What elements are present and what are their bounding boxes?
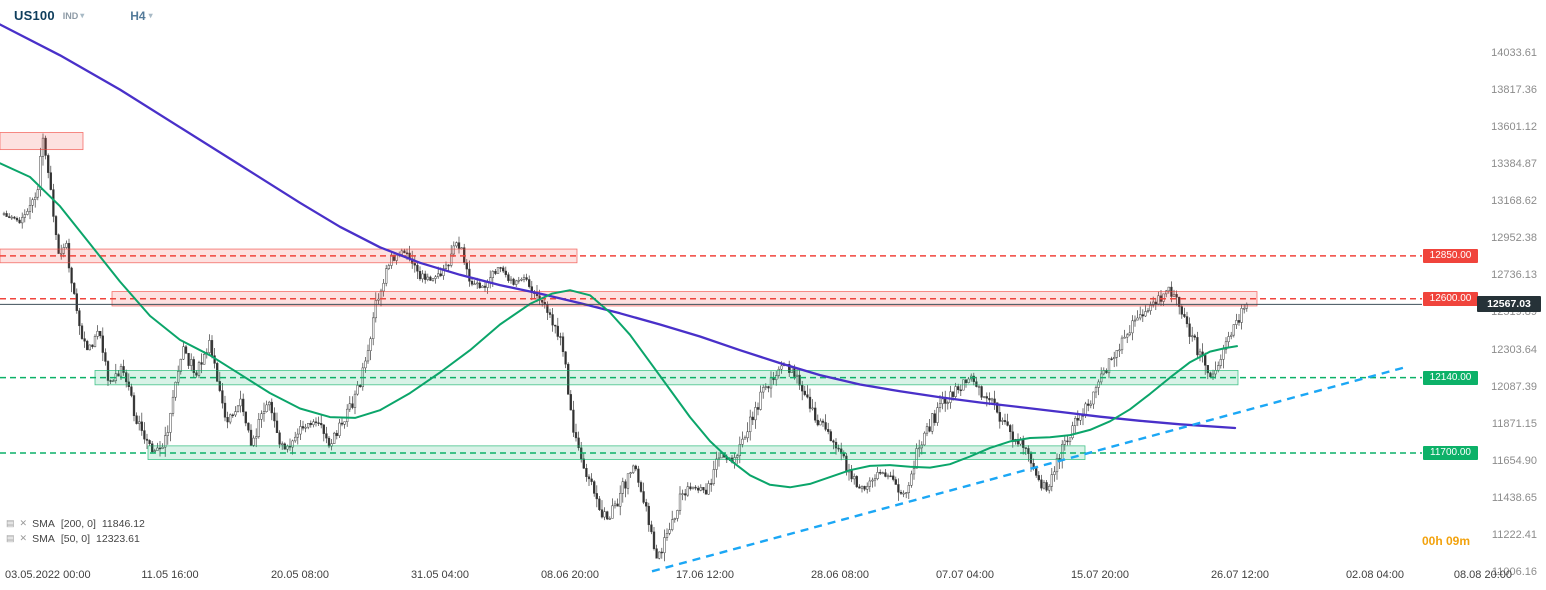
chart-header: US100 IND ▾ H4 ▾ [14,8,153,23]
price-axis-label: 13601.12 [1491,121,1537,134]
date-axis-label: 20.05 08:00 [270,569,330,581]
sma-50-line[interactable] [0,162,1238,489]
chevron-down-icon: ▾ [80,10,85,20]
price-axis-label: 13384.87 [1491,158,1537,171]
resistance-price-badge[interactable]: 12600.00 [1423,291,1478,306]
indicator-settings-icon[interactable]: ▤ [6,533,15,543]
indicator-remove-icon[interactable]: ✕ [19,533,28,543]
chevron-down-icon: ▾ [148,10,153,20]
indicator-legend: ▤ ✕ SMA [200, 0] 11846.12 ▤ ✕ SMA [50, 0] 12… [6,516,151,546]
indicator-params: [200, 0] [60,517,96,530]
support-zone[interactable] [94,370,1239,386]
current-price-badge: 12567.03 [1477,296,1541,313]
price-axis-label: 11006.16 [1491,566,1537,578]
trendline[interactable] [651,365,1409,573]
date-axis-label: 15.07 20:00 [1070,569,1130,581]
indicator-row-sma-200: ▤ ✕ SMA [200, 0] 11846.12 [6,516,151,531]
date-axis-label: 28.06 08:00 [810,569,870,581]
support-price-badge[interactable]: 12140.00 [1423,370,1478,385]
indicator-name: SMA [32,517,55,530]
candle-countdown-timer: 00h 09m [1422,534,1471,548]
date-axis-label: 03.05.2022 00:00 [5,569,91,581]
price-axis-label: 14033.61 [1491,47,1537,59]
sma-200-line[interactable] [0,23,1237,430]
date-axis-label: 08.08 20:00 [1453,569,1512,581]
indicator-name: SMA [32,532,55,545]
resistance-zone[interactable] [0,132,84,151]
timeframe-dropdown[interactable]: H4 ▾ [130,9,152,23]
levels-layer [0,255,1422,454]
date-axis-label: 31.05 04:00 [410,569,470,581]
indicator-row-sma-50: ▤ ✕ SMA [50, 0] 12323.61 [6,531,151,546]
date-axis-label: 02.08 04:00 [1345,569,1405,581]
instrument-type-label: IND [62,10,79,21]
price-axis-label: 11654.90 [1491,454,1537,467]
sma-layer [0,23,1238,489]
price-axis-label: 11438.65 [1491,491,1537,504]
date-axis-label: 07.07 04:00 [935,569,995,581]
price-axis-label: 12952.38 [1491,232,1537,245]
resistance-price-badge[interactable]: 12850.00 [1423,248,1478,263]
date-axis-label: 26.07 12:00 [1210,569,1270,581]
price-axis-label: 11222.41 [1491,528,1537,541]
price-axis-label: 12303.64 [1491,343,1537,356]
price-axis-label: 13168.62 [1491,195,1537,208]
trendline-layer [651,365,1409,573]
price-axis-label: 12736.13 [1491,269,1537,282]
date-axis-label: 17.06 12:00 [675,569,735,581]
indicator-remove-icon[interactable]: ✕ [19,518,28,528]
support-price-badge[interactable]: 11700.00 [1423,446,1478,461]
symbol-label: US100 [14,8,55,23]
indicator-settings-icon[interactable]: ▤ [6,518,15,528]
date-axis-label: 08.06 20:00 [540,569,600,581]
instrument-type-dropdown[interactable]: IND ▾ [63,11,85,21]
resistance-zone[interactable] [0,248,578,264]
zones-layer [0,132,1258,460]
indicator-value: 12323.61 [96,532,140,545]
timeframe-label: H4 [130,8,146,23]
indicator-value: 11846.12 [101,517,145,530]
price-axis-label: 13817.36 [1491,84,1537,97]
indicator-params: [50, 0] [60,532,91,545]
price-axis-label: 12087.39 [1491,380,1537,393]
price-axis-label: 11871.15 [1491,417,1537,430]
date-axis-label: 11.05 16:00 [141,569,199,581]
candles-layer [2,133,1248,562]
